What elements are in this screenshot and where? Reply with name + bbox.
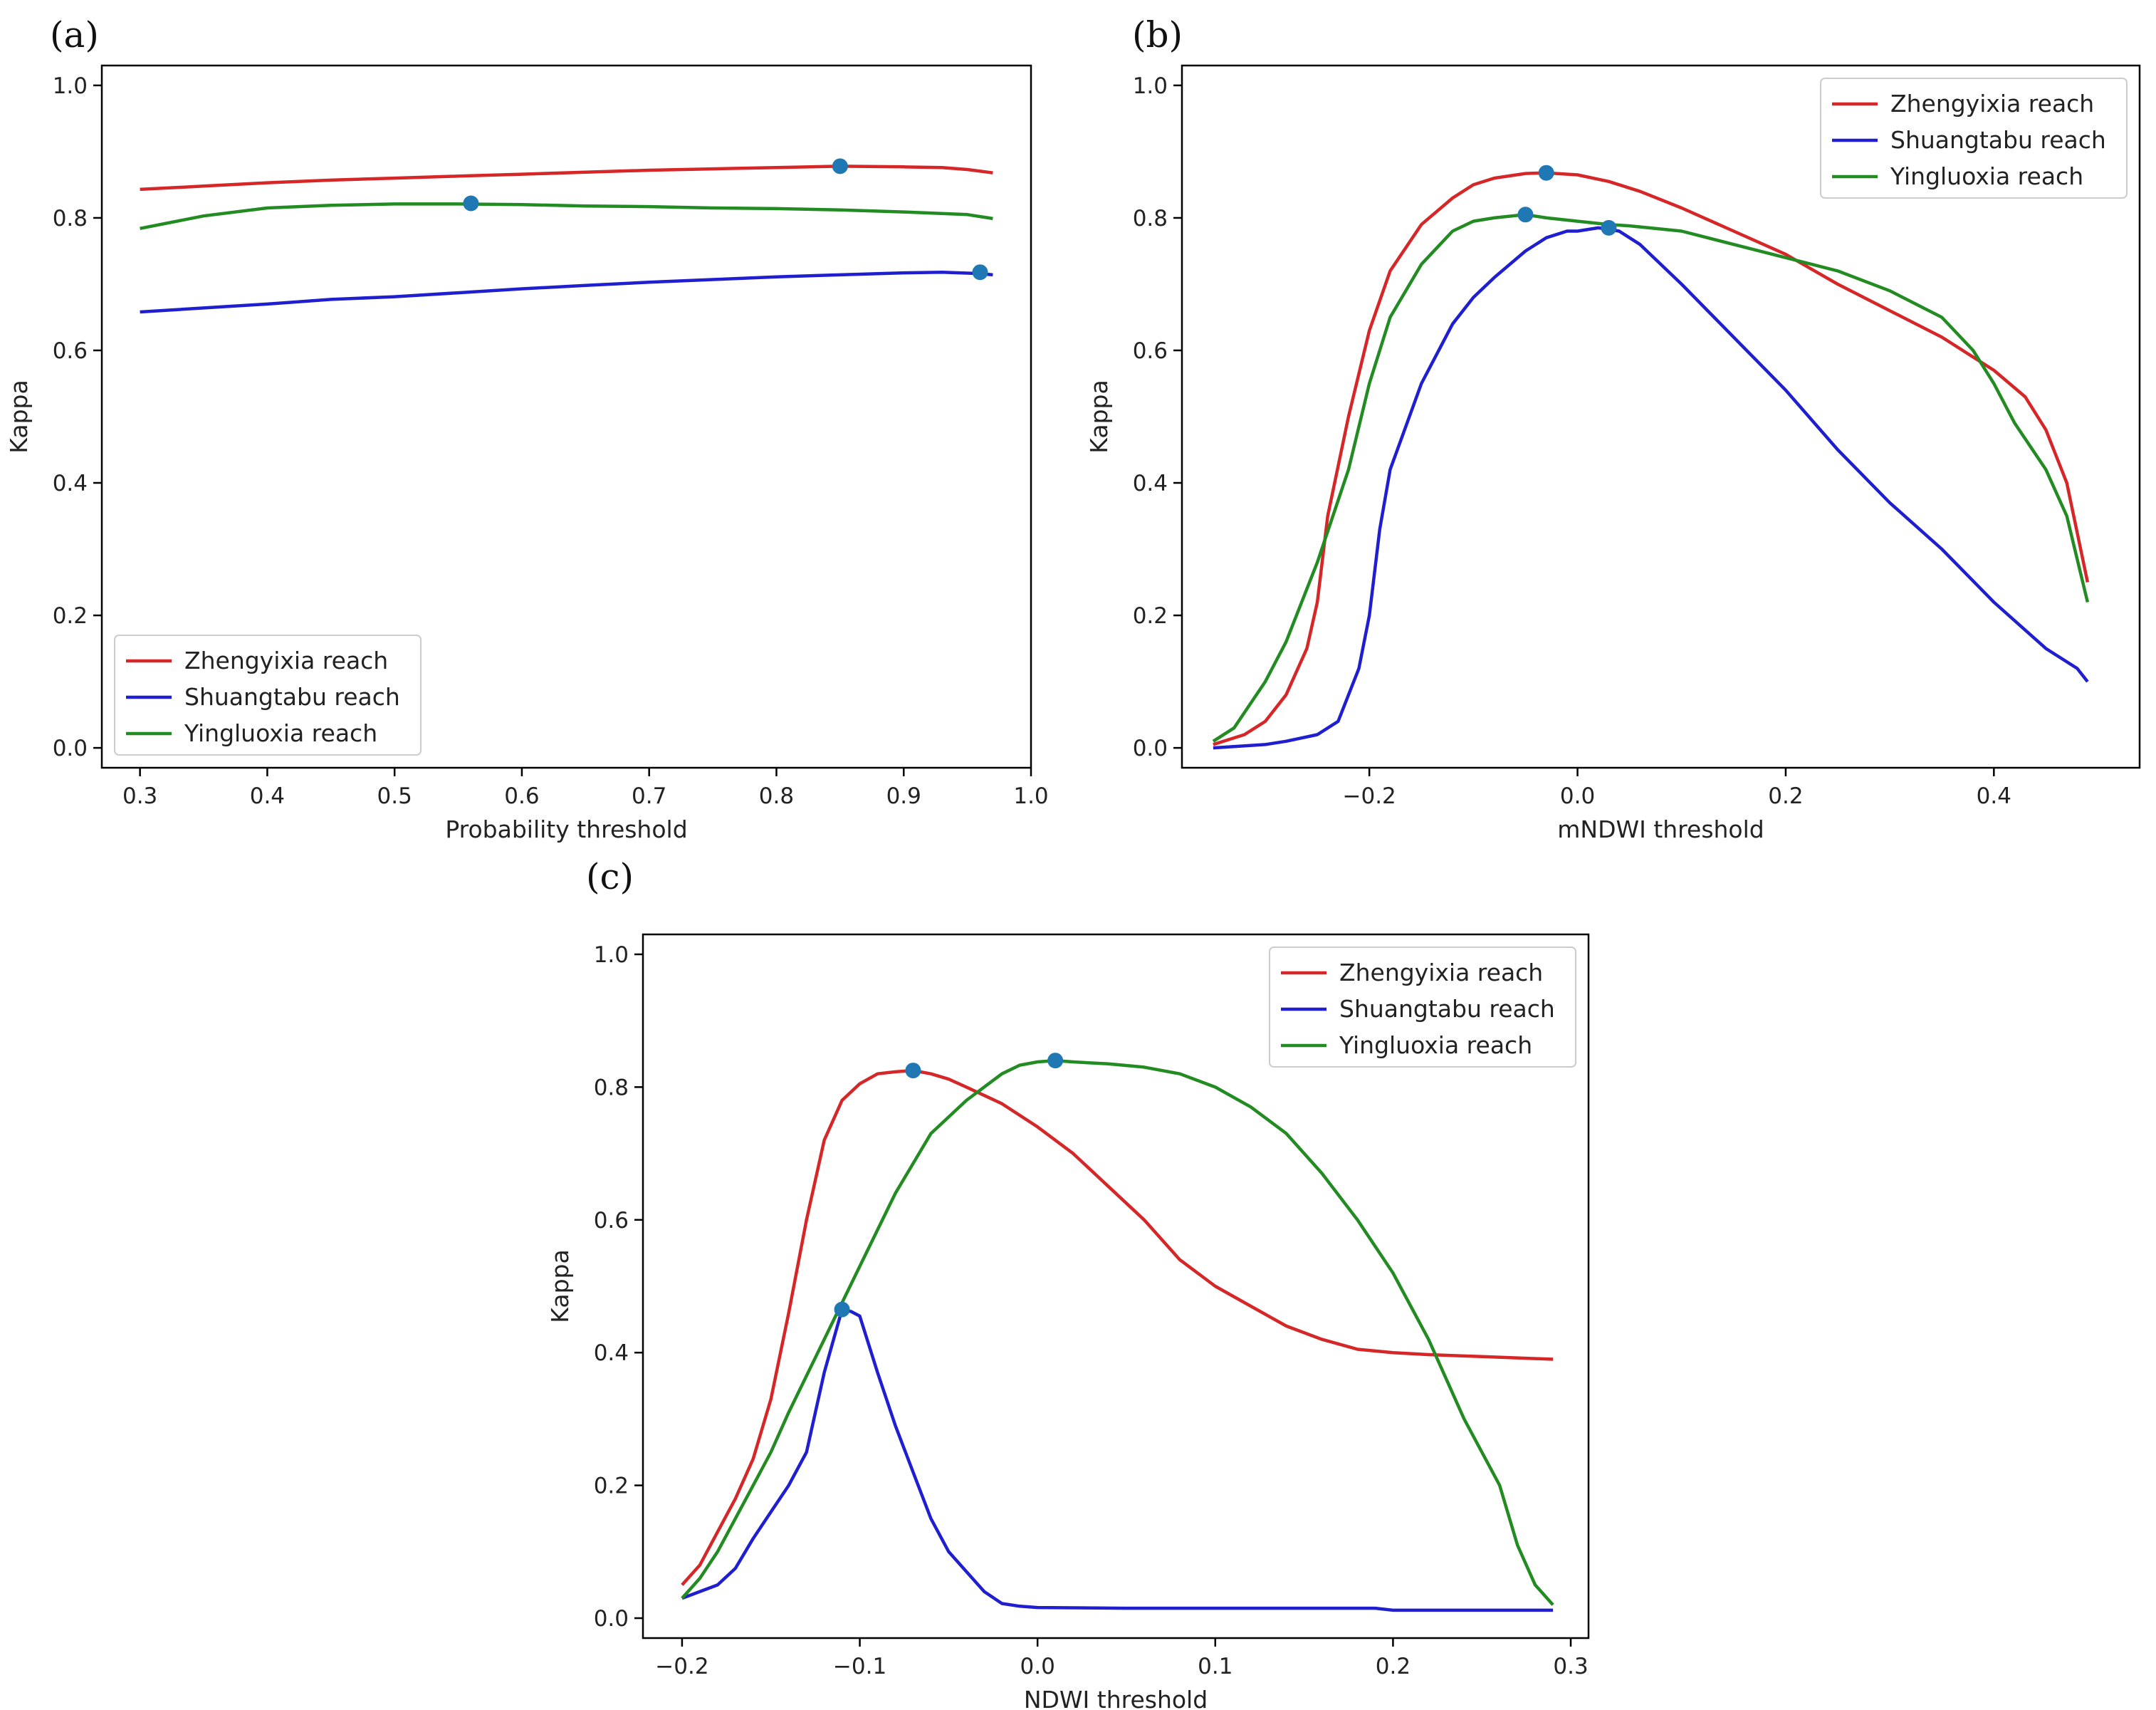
- series-line-3: [681, 1058, 1554, 1606]
- panel-label: (c): [586, 856, 634, 897]
- x-tick-label: 0.7: [632, 783, 666, 809]
- legend-entry: Yingluoxia reach: [184, 719, 377, 747]
- legend-entry: Yingluoxia reach: [1890, 162, 2083, 190]
- series-line-3: [1212, 213, 2090, 743]
- optimum-marker: [463, 195, 479, 212]
- legend-entry: Shuangtabu reach: [1339, 995, 1555, 1023]
- optimum-marker: [1517, 207, 1534, 223]
- legend-entry: Shuangtabu reach: [184, 683, 400, 711]
- y-tick-label: 0.2: [594, 1474, 629, 1499]
- legend-entry: Yingluoxia reach: [1339, 1031, 1532, 1059]
- series-line-2: [140, 270, 993, 314]
- x-tick-label: 1.0: [1013, 783, 1048, 809]
- x-axis-label: Probability threshold: [445, 815, 687, 843]
- y-tick-label: 0.8: [53, 206, 88, 231]
- x-tick-label: 0.1: [1198, 1654, 1233, 1679]
- legend: Zhengyixia reach Shuangtabu reach Yingluox…: [1820, 78, 2128, 199]
- y-tick-label: 0.0: [1133, 736, 1168, 761]
- legend-box: [114, 635, 422, 756]
- x-tick-label: 0.0: [1020, 1654, 1055, 1679]
- x-axis-label: NDWI threshold: [1024, 1686, 1208, 1710]
- x-tick-label: −0.2: [655, 1654, 708, 1679]
- series-line-1: [140, 165, 993, 192]
- x-tick-label: 0.5: [377, 783, 412, 809]
- x-tick-label: 0.3: [1553, 1654, 1588, 1679]
- series-line-2: [1213, 226, 2089, 750]
- y-tick-label: 0.0: [53, 736, 88, 761]
- x-tick-label: −0.2: [1343, 783, 1396, 809]
- chart-panel-1: (a) 0.3 0.4 0.5 0.6 0.7 0.8 0.9 1.0 0.0 0.2 0.4 0.6 0…: [5, 14, 1049, 843]
- legend-entry: Shuangtabu reach: [1890, 126, 2106, 154]
- optimum-marker: [1538, 165, 1554, 181]
- legend-box: [1820, 78, 2128, 199]
- y-tick-label: 1.0: [594, 942, 629, 968]
- x-tick-label: 0.2: [1768, 783, 1803, 809]
- y-axis-label: Kappa: [1085, 380, 1113, 453]
- x-tick-label: 0.9: [886, 783, 921, 809]
- legend-entry: Zhengyixia reach: [184, 647, 388, 674]
- y-axis-label: Kappa: [5, 380, 33, 453]
- legend-box: [1269, 947, 1576, 1068]
- legend: Zhengyixia reach Shuangtabu reach Yingluox…: [1269, 947, 1576, 1068]
- y-tick-label: 0.6: [1133, 338, 1168, 364]
- y-axis-label: Kappa: [546, 1249, 574, 1323]
- x-tick-label: 0.0: [1560, 783, 1595, 809]
- x-tick-label: −0.1: [833, 1654, 886, 1679]
- x-tick-label: 0.2: [1376, 1654, 1411, 1679]
- series-line-1: [1213, 171, 2090, 746]
- y-tick-label: 0.0: [594, 1606, 629, 1632]
- optimum-marker: [1601, 219, 1617, 236]
- plot-frame: [1181, 64, 2141, 769]
- y-tick-label: 0.6: [53, 338, 88, 364]
- series-line-1: [681, 1068, 1554, 1586]
- optimum-marker: [832, 158, 848, 174]
- y-tick-label: 0.4: [594, 1340, 629, 1366]
- x-tick-label: 0.8: [759, 783, 794, 809]
- chart-panel-2: (b) −0.2 0.0 0.2 0.4 0.0 0.2 0.4 0.6 0.8 1.0 mNDWI …: [1085, 14, 2141, 843]
- plot-frame: [100, 64, 1032, 769]
- x-tick-label: 0.4: [250, 783, 285, 809]
- legend: Zhengyixia reach Shuangtabu reach Yingluox…: [114, 635, 422, 756]
- y-tick-label: 1.0: [53, 73, 88, 99]
- panel-label: (b): [1132, 14, 1183, 56]
- optimum-marker: [1047, 1053, 1064, 1069]
- panel-label: (a): [50, 14, 99, 56]
- y-tick-label: 0.4: [53, 471, 88, 496]
- legend-entry: Zhengyixia reach: [1890, 90, 2094, 118]
- series-line-3: [140, 202, 993, 231]
- legend-entry: Zhengyixia reach: [1339, 959, 1543, 986]
- x-tick-label: 0.4: [1977, 783, 2011, 809]
- y-tick-label: 0.2: [53, 603, 88, 629]
- y-tick-label: 0.8: [594, 1075, 629, 1100]
- series-line-2: [681, 1308, 1554, 1612]
- chart-panel-3: (c) −0.2 −0.1 0.0 0.1 0.2 0.3 0.0 0.2 0.4 0.6 0.8 1.…: [546, 856, 1590, 1710]
- optimum-marker: [972, 264, 988, 281]
- optimum-marker: [905, 1063, 921, 1079]
- y-tick-label: 0.6: [594, 1208, 629, 1234]
- y-tick-label: 0.8: [1133, 206, 1168, 231]
- y-tick-label: 0.2: [1133, 603, 1168, 629]
- plot-frame: [642, 933, 1590, 1639]
- y-tick-label: 1.0: [1133, 73, 1168, 99]
- optimum-marker: [834, 1301, 850, 1318]
- x-tick-label: 0.6: [504, 783, 539, 809]
- y-tick-label: 0.4: [1133, 471, 1168, 496]
- x-axis-label: mNDWI threshold: [1557, 815, 1764, 843]
- x-tick-label: 0.3: [122, 783, 157, 809]
